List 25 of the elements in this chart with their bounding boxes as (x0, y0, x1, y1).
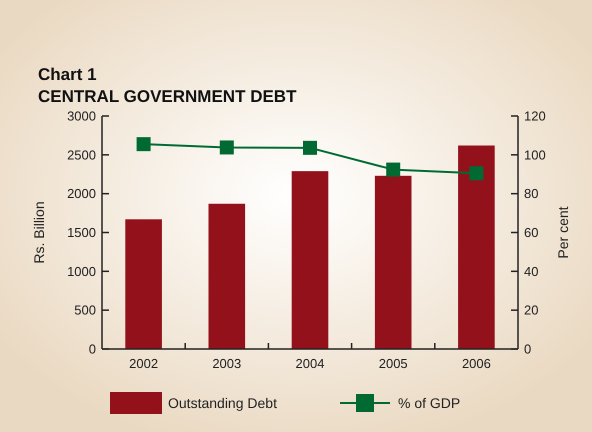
legend-label: Outstanding Debt (168, 394, 278, 411)
y-tick-label: 1000 (67, 264, 96, 279)
x-tick-label: 2002 (129, 356, 158, 371)
y2-axis-title: Per cent (555, 206, 571, 259)
y2-tick-label: 60 (524, 225, 538, 240)
y-axis-title: Rs. Billion (31, 201, 47, 264)
y2-tick-label: 100 (524, 147, 546, 162)
y-tick-label: 3000 (67, 108, 96, 124)
x-tick-label: 2004 (296, 356, 324, 371)
y-tick-label: 2000 (67, 186, 96, 202)
x-tick-label: 2006 (462, 356, 491, 371)
legend-label: % of GDP (398, 394, 460, 411)
y2-tick-label: 80 (524, 186, 538, 202)
y-tick-label: 500 (74, 302, 96, 318)
y-tick-label: 2500 (67, 147, 96, 162)
y2-tick-label: 20 (524, 302, 538, 318)
chart-subtitle: CENTRAL GOVERNMENT DEBT (38, 87, 298, 106)
y2-tick-label: 120 (524, 108, 546, 124)
x-tick-label: 2005 (378, 356, 408, 371)
y-tick-label: 0 (88, 342, 96, 357)
y2-tick-label: 0 (524, 342, 532, 357)
y2-tick-label: 40 (524, 264, 538, 279)
y-tick-label: 1500 (67, 225, 96, 240)
chart-title: Chart 1 (38, 65, 97, 84)
x-tick-label: 2003 (212, 356, 242, 371)
